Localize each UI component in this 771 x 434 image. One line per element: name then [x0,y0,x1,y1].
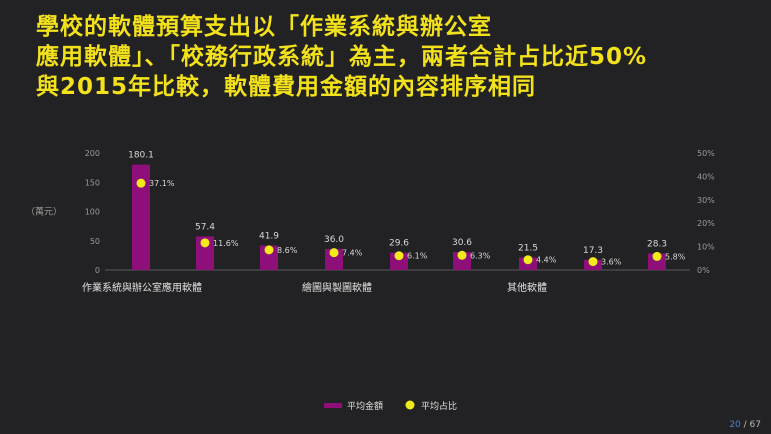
percent-dot [588,257,598,267]
y2-tick-label: 50% [697,149,715,158]
bar-value-label: 28.3 [647,239,667,249]
percent-label: 5.8% [665,252,686,261]
bar [390,252,408,270]
percent-dot [394,251,404,261]
percent-dot [523,255,533,265]
y-tick-label: 200 [85,149,100,158]
bar [132,164,150,270]
y2-tick-label: 0% [697,266,710,275]
y2-tick-label: 10% [697,243,715,252]
percent-label: 4.4% [536,256,557,265]
percent-dot [457,250,467,260]
percent-label: 6.3% [470,251,491,260]
y-tick-label: 100 [85,208,100,217]
headline-line-1: 學校的軟體預算支出以「作業系統與辦公室 [36,14,492,40]
bar-value-label: 29.6 [389,239,409,249]
percent-dot [264,245,274,255]
page-separator: / [740,420,750,430]
y-tick-label: 50 [90,237,100,246]
percent-label: 7.4% [342,249,363,258]
bar [196,236,214,270]
percent-label: 3.6% [601,258,622,267]
y2-tick-label: 20% [697,219,715,228]
bar-value-label: 30.6 [452,238,472,248]
bar [453,252,471,270]
y-axis-title: （萬元） [26,206,62,218]
bar-value-label: 17.3 [583,246,603,256]
bar-value-label: 21.5 [518,243,538,253]
bar [260,245,278,270]
legend-swatch-percent [405,400,415,410]
group-label: 作業系統與辦公室應用軟體 [82,281,202,294]
y-tick-label: 150 [85,178,100,187]
bar [648,253,666,270]
percent-dot [136,178,146,188]
percent-dot [652,251,662,261]
bar-value-label: 41.9 [259,231,279,241]
legend-label-percent: 平均占比 [421,400,457,412]
percent-label: 6.1% [407,252,428,261]
group-label: 其他軟體 [507,281,547,294]
page-total: 67 [749,420,761,430]
page-number: 20 / 67 [729,420,761,430]
bar [325,248,343,270]
y2-tick-label: 40% [697,172,715,181]
bar-value-label: 36.0 [324,235,344,245]
legend-swatch-amount [324,403,342,408]
y2-tick-label: 30% [697,196,715,205]
y-tick-label: 0 [95,266,100,275]
percent-dot [200,238,210,248]
percent-label: 37.1% [149,179,175,188]
percent-label: 8.6% [277,246,298,255]
bar-value-label: 180.1 [128,151,154,161]
page-current: 20 [729,420,741,430]
headline: 學校的軟體預算支出以「作業系統與辦公室 應用軟體」、「校務行政系統」為主，兩者合… [36,12,756,102]
legend-label-amount: 平均金額 [347,400,383,412]
group-label: 繪圖與製圖軟體 [302,281,372,294]
percent-dot [329,248,339,258]
headline-line-2: 應用軟體」、「校務行政系統」為主，兩者合計占比近50% [36,44,648,70]
percent-label: 11.6% [213,239,239,248]
headline-line-3: 與2015年比較，軟體費用金額的內容排序相同 [36,74,537,100]
bar-value-label: 57.4 [195,222,215,232]
